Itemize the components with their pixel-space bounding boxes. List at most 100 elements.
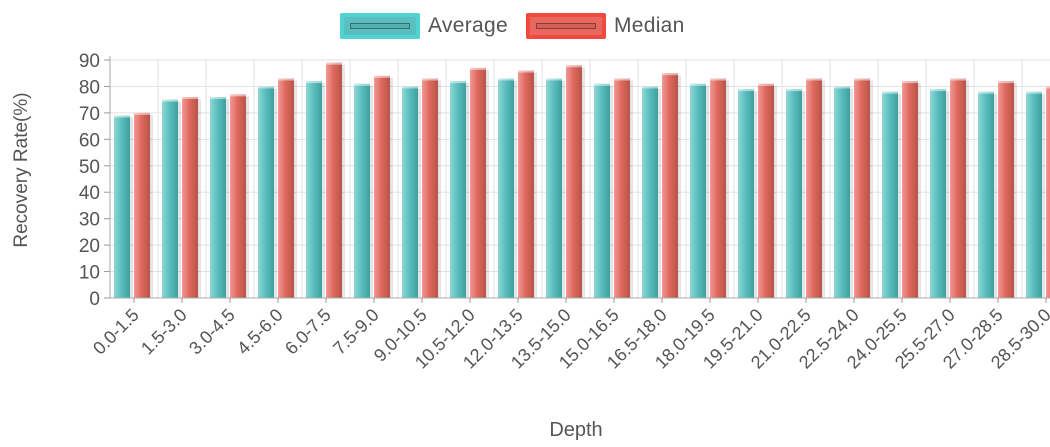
y-tick-label: 30 [79,210,100,231]
bar-top-highlight [230,94,246,97]
x-tick-label: 4.5-6.0 [233,305,287,359]
bar-top-highlight [998,81,1014,84]
chart-legend: Average Median [340,9,703,43]
bar-median [230,94,246,298]
x-tick-label: 3.0-4.5 [185,305,239,359]
y-tick-label: 70 [79,104,100,125]
bar-top-highlight [930,89,946,92]
bar-median [470,67,486,298]
bar-top-highlight [614,78,630,81]
bar-median [854,78,870,298]
bar-top-highlight [374,75,390,78]
bar-median [518,70,534,298]
bar-average [402,86,418,298]
y-tick-label: 60 [79,130,100,151]
bar-median [182,97,198,299]
bar-average [594,83,610,298]
bar-average [786,89,802,298]
bar-top-highlight [306,81,322,84]
bar-median [614,78,630,298]
x-tick-label: 0.0-1.5 [89,305,143,359]
bar-top-highlight [182,97,198,100]
bar-top-highlight [854,78,870,81]
bar-top-highlight [114,115,130,118]
bar-average [834,86,850,298]
bar-top-highlight [162,99,178,102]
bar-top-highlight [738,89,754,92]
bar-top-highlight [594,83,610,86]
bar-top-highlight [518,70,534,73]
y-tick-label: 40 [79,183,100,204]
bar-median [134,112,150,298]
bar-average [258,86,274,298]
legend-item-average[interactable]: Average [340,13,508,39]
bar-top-highlight [546,78,562,81]
bar-median [998,81,1014,299]
y-tick-label: 0 [89,289,100,310]
bar-top-highlight [470,67,486,70]
bar-average [498,78,514,298]
y-tick-label: 90 [79,51,100,72]
y-tick-label: 20 [79,236,100,257]
x-tick-label: 6.0-7.5 [281,305,335,359]
bar-average [882,91,898,298]
x-tick-label: 1.5-3.0 [137,305,191,359]
bar-median [806,78,822,298]
bar-top-highlight [326,62,342,65]
y-tick-label: 50 [79,157,100,178]
y-tick-label: 10 [79,263,100,284]
bar-average [210,97,226,299]
bar-median [326,62,342,299]
x-axis-label: Depth [549,419,602,441]
bars-layer [114,62,1050,299]
average-swatch-icon [340,13,420,39]
bar-top-highlight [834,86,850,89]
bar-top-highlight [498,78,514,81]
bar-top-highlight [422,78,438,81]
bar-median [710,78,726,298]
bar-median [950,78,966,298]
bar-median [374,75,390,298]
bar-top-highlight [566,65,582,68]
legend-label-median: Median [613,14,685,37]
bar-top-highlight [450,81,466,84]
bar-top-highlight [402,86,418,89]
bar-top-highlight [758,83,774,86]
bar-top-highlight [710,78,726,81]
bar-top-highlight [278,78,294,81]
bar-top-highlight [210,97,226,100]
bar-top-highlight [642,86,658,89]
bar-median [566,65,582,299]
legend-label-average: Average [428,14,508,37]
bar-average [930,89,946,298]
bar-top-highlight [134,112,150,115]
bar-top-highlight [354,83,370,86]
median-swatch-icon [525,13,606,39]
bar-top-highlight [1026,91,1042,94]
bar-average [738,89,754,298]
bar-top-highlight [882,91,898,94]
bar-top-highlight [902,81,918,84]
bar-average [690,83,706,298]
bar-average [162,99,178,299]
bar-median [758,83,774,298]
bar-median [422,78,438,298]
bar-average [642,86,658,298]
bar-top-highlight [1046,86,1050,89]
bar-average [114,115,130,299]
bar-median [278,78,294,298]
bar-average [978,91,994,298]
bar-average [450,81,466,299]
bar-top-highlight [258,86,274,89]
bar-top-highlight [690,83,706,86]
bar-top-highlight [978,91,994,94]
bar-average [306,81,322,299]
bar-top-highlight [950,78,966,81]
bar-average [1026,91,1042,298]
legend-item-median[interactable]: Median [525,13,685,39]
bar-average [354,83,370,298]
bar-top-highlight [806,78,822,81]
bar-top-highlight [662,73,678,76]
y-tick-label: 80 [79,77,100,98]
